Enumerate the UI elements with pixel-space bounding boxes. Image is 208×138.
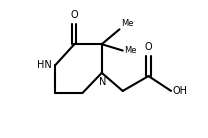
Text: Me: Me: [124, 46, 137, 55]
Text: O: O: [71, 10, 78, 20]
Text: O: O: [145, 42, 152, 52]
Text: OH: OH: [173, 86, 188, 96]
Text: N: N: [99, 77, 106, 87]
Text: HN: HN: [37, 60, 52, 70]
Text: Me: Me: [121, 19, 134, 28]
